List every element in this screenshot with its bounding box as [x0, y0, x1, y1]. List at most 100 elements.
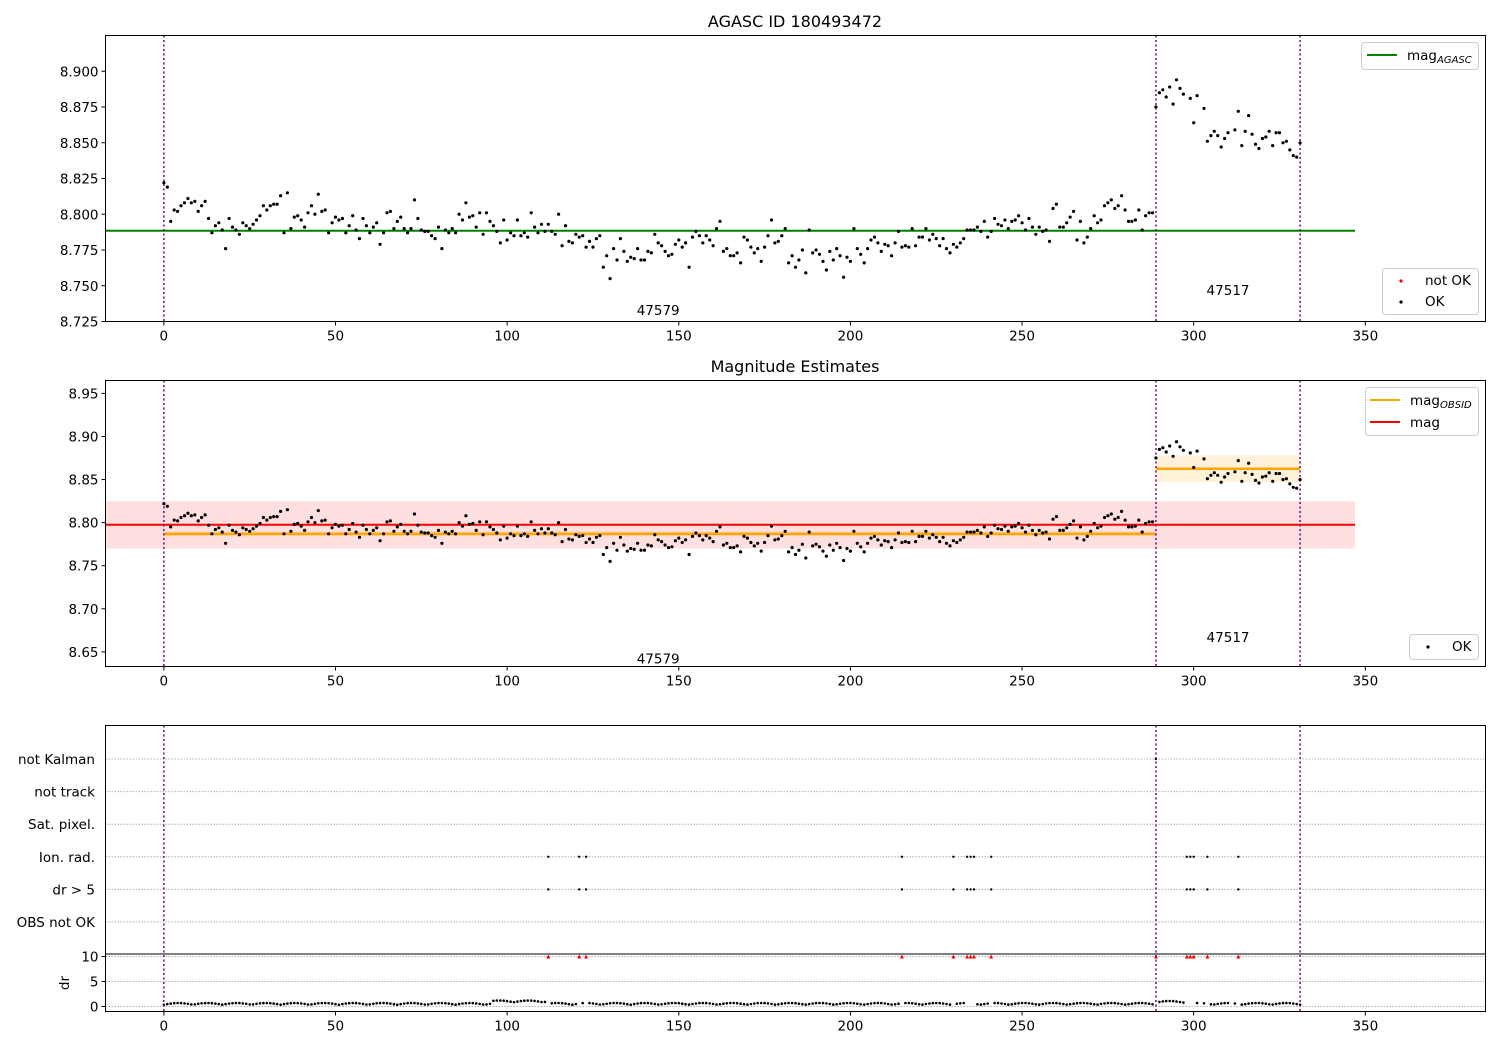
data-point — [1277, 471, 1282, 476]
dr-point — [595, 1002, 598, 1006]
data-point — [529, 520, 533, 524]
data-point — [213, 224, 217, 228]
dr-point — [1182, 1001, 1185, 1004]
x-tick-label: 100 — [494, 1019, 520, 1035]
data-point — [615, 258, 619, 262]
data-point — [838, 254, 842, 258]
data-point — [756, 541, 760, 545]
dr-clipped-marker — [968, 954, 973, 959]
data-point — [406, 231, 410, 235]
dr-point — [502, 999, 506, 1002]
data-point — [409, 227, 413, 231]
dr-point — [183, 1002, 186, 1005]
dr-point — [670, 1001, 674, 1005]
data-point — [938, 244, 942, 248]
data-point — [426, 229, 430, 233]
dr-point — [1243, 1002, 1247, 1006]
data-point — [478, 520, 482, 524]
data-point — [862, 261, 866, 265]
data-point — [1147, 211, 1151, 215]
data-point — [536, 532, 540, 536]
legend-ok-marker — [1399, 300, 1403, 304]
dr-point — [385, 1001, 389, 1005]
data-point — [605, 254, 609, 258]
data-point — [876, 241, 880, 245]
data-point — [797, 548, 801, 552]
data-point — [608, 277, 612, 281]
data-point — [951, 242, 956, 246]
data-point — [965, 530, 969, 534]
data-point — [687, 265, 691, 269]
data-point — [745, 536, 750, 540]
dr-clipped-marker — [546, 954, 551, 959]
data-point — [265, 208, 269, 212]
data-point — [1065, 221, 1069, 225]
data-point — [495, 531, 499, 535]
data-point — [419, 530, 423, 534]
data-point — [1027, 216, 1031, 221]
data-point — [842, 558, 846, 563]
flag-marker — [547, 888, 550, 891]
flag-marker — [969, 888, 972, 891]
data-point — [505, 238, 509, 242]
data-point — [917, 235, 921, 239]
data-point — [227, 523, 231, 527]
flag-marker — [965, 855, 969, 858]
dr-point — [931, 1001, 935, 1005]
data-point — [261, 204, 265, 208]
dr-point — [1106, 1001, 1110, 1005]
data-point — [526, 235, 530, 239]
data-point — [1006, 227, 1010, 231]
data-point — [618, 535, 623, 539]
obsid-label: 47517 — [1207, 630, 1250, 646]
data-point — [371, 225, 375, 229]
dr-point — [454, 1003, 457, 1006]
data-point — [680, 540, 684, 545]
data-point — [684, 241, 688, 245]
data-point — [804, 556, 808, 560]
dr-point — [485, 1003, 488, 1006]
data-point — [1233, 128, 1237, 132]
data-point — [553, 232, 557, 236]
data-point — [1253, 142, 1258, 146]
dr-point — [1013, 1002, 1017, 1005]
x-tick-label: 200 — [838, 674, 864, 690]
dr-point — [540, 1000, 543, 1004]
data-point — [203, 513, 207, 517]
data-point — [879, 249, 883, 253]
data-point — [1202, 457, 1206, 461]
dr-point — [1274, 1002, 1278, 1006]
dr-point — [1068, 1002, 1072, 1006]
data-point — [1089, 227, 1093, 231]
data-point — [1051, 206, 1055, 211]
data-point — [920, 235, 925, 239]
dr-point — [650, 1002, 653, 1005]
data-point — [395, 219, 399, 223]
dr-point — [777, 1003, 780, 1006]
data-point — [646, 249, 650, 253]
data-point — [182, 201, 187, 205]
dr-point — [866, 1002, 869, 1006]
data-point — [982, 525, 986, 529]
data-point — [653, 232, 657, 236]
data-point — [656, 538, 660, 542]
dr-point — [382, 1001, 385, 1005]
data-point — [1209, 473, 1213, 477]
flag-marker — [1189, 888, 1192, 891]
data-point — [577, 534, 581, 539]
dr-point — [303, 1002, 306, 1006]
data-point — [230, 528, 235, 533]
dr-point — [921, 1003, 924, 1006]
data-point — [814, 542, 818, 546]
dr-point — [742, 1002, 746, 1006]
data-point — [296, 521, 300, 526]
data-point — [1061, 225, 1065, 229]
dr-point — [550, 1002, 554, 1005]
dr-clipped-marker — [584, 954, 589, 959]
data-point — [467, 522, 471, 527]
data-point — [920, 534, 925, 539]
data-point — [416, 523, 420, 527]
data-point — [412, 512, 417, 516]
data-point — [454, 532, 458, 536]
